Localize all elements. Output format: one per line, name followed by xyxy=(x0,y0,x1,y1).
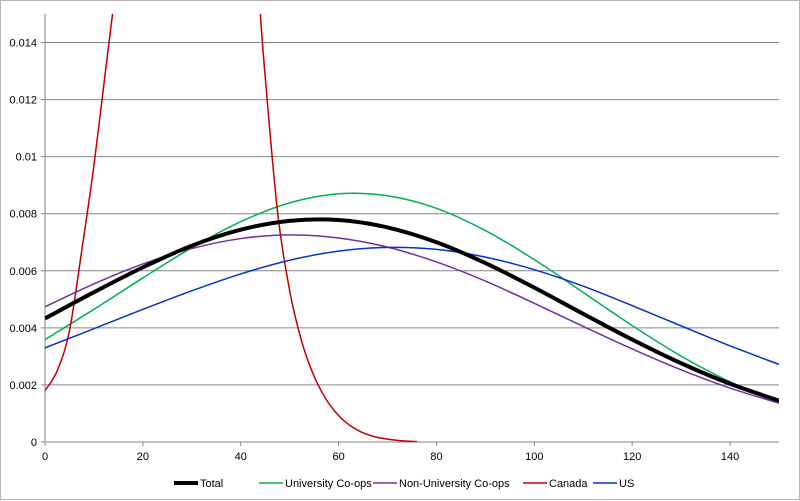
legend: Total University Co-ops Non-University Co-… xyxy=(174,478,634,490)
y-tick-label: 0.006 xyxy=(9,266,37,278)
legend-label: Non-University Co-ops xyxy=(399,478,510,490)
y-tick-label: 0.004 xyxy=(9,323,37,335)
y-tick-label: 0 xyxy=(31,437,37,449)
legend-label: US xyxy=(619,478,634,490)
y-tick-label: 0.014 xyxy=(9,38,37,50)
y-tick-label: 0.01 xyxy=(16,152,37,164)
legend-label: Total xyxy=(200,478,223,490)
y-tick-label: 0.002 xyxy=(9,380,37,392)
x-tick-label: 140 xyxy=(721,451,739,463)
axes xyxy=(41,14,779,446)
x-tick-label: 20 xyxy=(137,451,149,463)
series-line-us xyxy=(45,246,779,366)
legend-label: Canada xyxy=(549,478,588,490)
series-lines xyxy=(45,14,779,442)
series-line-total xyxy=(45,217,779,403)
gridlines xyxy=(45,42,779,386)
x-tick-labels: 0 20 40 60 80 100 120 140 xyxy=(42,451,739,463)
x-tick-label: 80 xyxy=(430,451,442,463)
x-tick-label: 60 xyxy=(332,451,344,463)
series-line-canada xyxy=(45,14,417,442)
x-tick-label: 120 xyxy=(623,451,641,463)
legend-label: University Co-ops xyxy=(285,478,372,490)
series-line-university-co-ops xyxy=(45,192,779,403)
y-tick-label: 0.008 xyxy=(9,209,37,221)
y-tick-label: 0.012 xyxy=(9,95,37,107)
x-tick-label: 0 xyxy=(42,451,48,463)
x-tick-label: 100 xyxy=(525,451,543,463)
y-tick-labels: 0 0.002 0.004 0.006 0.008 0.01 0.012 0.014 xyxy=(9,38,37,449)
x-tick-label: 40 xyxy=(235,451,247,463)
